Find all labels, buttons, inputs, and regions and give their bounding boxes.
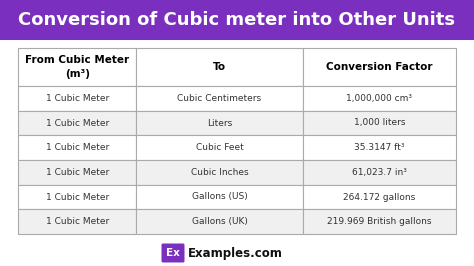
Text: 264.172 gallons: 264.172 gallons [343, 193, 416, 202]
Bar [136, 209, 303, 234]
Text: 1 Cubic Meter: 1 Cubic Meter [46, 168, 109, 177]
Text: To: To [213, 62, 226, 72]
Bar [136, 86, 303, 111]
Bar [303, 48, 456, 86]
Text: 1 Cubic Meter: 1 Cubic Meter [46, 118, 109, 127]
Bar [18, 185, 136, 209]
Text: From Cubic Meter
(m³): From Cubic Meter (m³) [25, 55, 129, 78]
Text: 1,000 liters: 1,000 liters [354, 118, 405, 127]
Text: 1 Cubic Meter: 1 Cubic Meter [46, 143, 109, 152]
Text: 1 Cubic Meter: 1 Cubic Meter [46, 94, 109, 103]
Text: 1 Cubic Meter: 1 Cubic Meter [46, 193, 109, 202]
Bar [303, 185, 456, 209]
Text: Gallons (UK): Gallons (UK) [191, 217, 247, 226]
Text: 1,000,000 cm³: 1,000,000 cm³ [346, 94, 412, 103]
Text: 219.969 British gallons: 219.969 British gallons [327, 217, 432, 226]
Bar [18, 111, 136, 135]
Text: Cubic Inches: Cubic Inches [191, 168, 248, 177]
Text: Gallons (US): Gallons (US) [191, 193, 247, 202]
Text: 35.3147 ft³: 35.3147 ft³ [354, 143, 405, 152]
Bar [18, 48, 136, 86]
Bar [18, 160, 136, 185]
Text: 61,023.7 in³: 61,023.7 in³ [352, 168, 407, 177]
Bar [136, 111, 303, 135]
Text: Liters: Liters [207, 118, 232, 127]
Bar [136, 135, 303, 160]
Bar [303, 86, 456, 111]
Bar [303, 135, 456, 160]
Bar [18, 209, 136, 234]
Text: Examples.com: Examples.com [188, 247, 283, 260]
Text: Cubic Feet: Cubic Feet [196, 143, 243, 152]
Bar [136, 48, 303, 86]
Bar [303, 209, 456, 234]
Bar [303, 111, 456, 135]
Text: Conversion of Cubic meter into Other Units: Conversion of Cubic meter into Other Uni… [18, 11, 456, 29]
Text: 1 Cubic Meter: 1 Cubic Meter [46, 217, 109, 226]
FancyBboxPatch shape [162, 243, 184, 263]
Bar [303, 160, 456, 185]
Bar [0, 0, 474, 40]
Text: Conversion Factor: Conversion Factor [326, 62, 433, 72]
Bar [136, 185, 303, 209]
Bar [136, 160, 303, 185]
Text: Cubic Centimeters: Cubic Centimeters [177, 94, 262, 103]
Bar [18, 86, 136, 111]
Text: Ex: Ex [166, 248, 180, 258]
Bar [18, 135, 136, 160]
